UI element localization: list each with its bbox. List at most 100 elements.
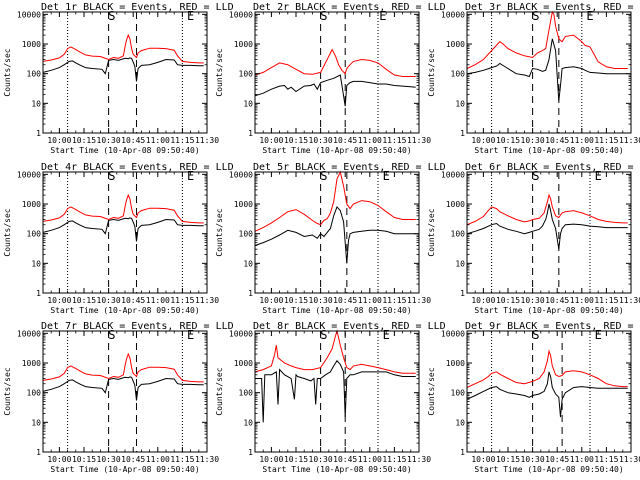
marker-s: S xyxy=(532,9,539,23)
events-series-line xyxy=(254,74,416,107)
x-tick-label: 10:15 xyxy=(496,136,520,145)
y-tick-label: 1 xyxy=(36,129,41,138)
marker-s: S xyxy=(108,169,115,183)
marker-e: E xyxy=(187,9,194,23)
x-tick-label: 11:00 xyxy=(570,296,594,305)
panel-title: Det 6r BLACK = Events, RED = LLD xyxy=(465,162,640,173)
x-axis-label: Start Time (10-Apr-08 09:50:40) xyxy=(262,306,411,315)
x-tick-label: 10:15 xyxy=(72,455,96,464)
x-axis-label: Start Time (10-Apr-08 09:50:40) xyxy=(50,306,199,315)
events-series-line xyxy=(254,205,416,264)
x-tick-label: 11:00 xyxy=(146,455,170,464)
y-tick-label: 10000 xyxy=(441,170,465,179)
x-tick-label: 10:15 xyxy=(72,296,96,305)
y-tick-label: 100 xyxy=(451,70,466,79)
y-tick-label: 10000 xyxy=(229,10,253,19)
marker-e: E xyxy=(595,328,602,342)
x-tick-label: 11:30 xyxy=(407,455,431,464)
lld-series-line xyxy=(466,349,628,388)
y-tick-label: 100 xyxy=(27,70,42,79)
marker-e: E xyxy=(379,9,386,23)
y-tick-label: 1000 xyxy=(446,359,465,368)
marker-e: E xyxy=(586,9,593,23)
y-tick-label: 1000 xyxy=(446,40,465,49)
panel-title: Det 7r BLACK = Events, RED = LLD xyxy=(41,321,234,332)
y-tick-label: 10 xyxy=(243,259,253,268)
events-series-line xyxy=(466,38,628,102)
panel-title: Det 3r BLACK = Events, RED = LLD xyxy=(465,2,640,13)
y-tick-label: 1000 xyxy=(234,200,253,209)
x-tick-label: 10:00 xyxy=(259,296,283,305)
x-tick-label: 11:00 xyxy=(358,455,382,464)
x-tick-label: 10:45 xyxy=(545,455,569,464)
y-tick-label: 10 xyxy=(455,259,465,268)
y-tick-label: 100 xyxy=(27,230,42,239)
panel-title: Det 1r BLACK = Events, RED = LLD xyxy=(41,2,234,13)
x-tick-label: 10:30 xyxy=(309,296,333,305)
x-tick-label: 10:45 xyxy=(333,296,357,305)
marker-e: E xyxy=(383,328,390,342)
x-tick-label: 10:30 xyxy=(521,136,545,145)
x-tick-label: 10:00 xyxy=(47,136,71,145)
y-tick-label: 1 xyxy=(460,289,465,298)
y-tick-label: 100 xyxy=(239,389,254,398)
y-tick-label: 100 xyxy=(451,230,466,239)
lld-series-line xyxy=(466,193,628,226)
x-tick-label: 11:00 xyxy=(146,296,170,305)
y-tick-label: 10 xyxy=(243,418,253,427)
x-tick-label: 10:45 xyxy=(121,455,145,464)
panel-title: Det 4r BLACK = Events, RED = LLD xyxy=(41,162,234,173)
y-axis-label: Counts/sec xyxy=(3,367,12,415)
y-tick-label: 100 xyxy=(451,389,466,398)
x-tick-label: 10:15 xyxy=(72,136,96,145)
events-series-line xyxy=(466,203,628,250)
marker-s: S xyxy=(532,169,539,183)
x-tick-label: 10:00 xyxy=(471,455,495,464)
x-tick-label: 10:15 xyxy=(496,296,520,305)
y-tick-label: 1 xyxy=(248,129,253,138)
y-tick-label: 10 xyxy=(31,99,41,108)
y-tick-label: 10000 xyxy=(17,170,41,179)
x-tick-label: 11:30 xyxy=(195,296,219,305)
y-tick-label: 10000 xyxy=(17,10,41,19)
x-tick-label: 10:30 xyxy=(97,296,121,305)
x-axis-label: Start Time (10-Apr-08 09:50:40) xyxy=(474,306,623,315)
x-tick-label: 10:00 xyxy=(471,296,495,305)
panel-title: Det 5r BLACK = Events, RED = LLD xyxy=(253,162,446,173)
x-tick-label: 11:00 xyxy=(358,136,382,145)
events-series-line xyxy=(42,376,204,401)
marker-s: S xyxy=(320,328,327,342)
x-tick-label: 10:15 xyxy=(284,136,308,145)
y-axis-label: Counts/sec xyxy=(215,208,224,256)
y-tick-label: 1000 xyxy=(446,200,465,209)
x-tick-label: 10:15 xyxy=(284,455,308,464)
x-axis-label: Start Time (10-Apr-08 09:50:40) xyxy=(50,146,199,155)
x-tick-label: 10:45 xyxy=(121,136,145,145)
y-tick-label: 1 xyxy=(460,129,465,138)
y-tick-label: 10 xyxy=(31,418,41,427)
lld-series-line xyxy=(254,48,416,77)
events-series-line xyxy=(42,217,204,242)
marker-s: S xyxy=(108,9,115,23)
x-tick-label: 10:00 xyxy=(259,455,283,464)
marker-e: E xyxy=(187,328,194,342)
x-tick-label: 10:15 xyxy=(496,455,520,464)
x-tick-label: 11:00 xyxy=(358,296,382,305)
x-tick-label: 10:30 xyxy=(521,455,545,464)
x-axis-label: Start Time (10-Apr-08 09:50:40) xyxy=(262,146,411,155)
y-axis-label: Counts/sec xyxy=(427,208,436,256)
y-tick-label: 10000 xyxy=(441,329,465,338)
x-tick-label: 11:15 xyxy=(382,296,406,305)
x-tick-label: 10:00 xyxy=(47,455,71,464)
x-tick-label: 11:15 xyxy=(170,136,194,145)
plot-frame xyxy=(254,171,420,294)
panel-title: Det 2r BLACK = Events, RED = LLD xyxy=(253,2,446,13)
x-axis-label: Start Time (10-Apr-08 09:50:40) xyxy=(474,146,623,155)
x-axis-label: Start Time (10-Apr-08 09:50:40) xyxy=(50,465,199,474)
